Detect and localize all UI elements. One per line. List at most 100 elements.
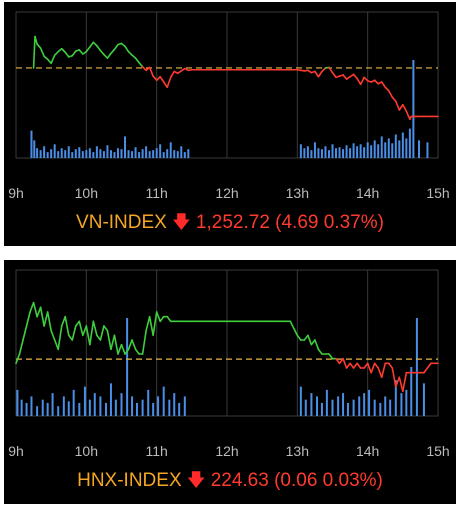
volume-bar	[368, 389, 371, 416]
price-segment	[380, 81, 387, 89]
price-segment	[92, 41, 98, 47]
volume-bar	[316, 396, 319, 416]
volume-bar	[67, 401, 70, 416]
volume-bar	[30, 130, 33, 158]
volume-bar	[78, 147, 81, 158]
price-segment	[366, 362, 372, 374]
price-segment	[78, 320, 84, 337]
volume-bar	[310, 150, 313, 158]
hnx-index-caption: HNX-INDEX 🡇 224.63 (0.06 0.03%)	[4, 468, 456, 498]
price-segment	[85, 325, 91, 346]
volume-bar	[387, 138, 390, 158]
volume-bar	[114, 399, 117, 416]
volume-bar	[183, 396, 186, 416]
volume-bar	[306, 146, 309, 158]
price-segment	[159, 75, 165, 83]
price-segment	[138, 61, 144, 68]
price-segment	[22, 325, 28, 341]
volume-bar	[81, 151, 84, 158]
price-segment	[352, 362, 358, 369]
price-segment	[103, 325, 109, 332]
price-segment	[423, 362, 432, 374]
volume-bar	[370, 145, 373, 158]
price-segment	[89, 41, 95, 48]
volume-bar	[379, 402, 382, 416]
price-segment	[166, 76, 172, 89]
price-segment	[18, 339, 24, 355]
volume-bar	[299, 386, 302, 416]
price-segment	[99, 49, 105, 56]
volume-bar	[127, 150, 130, 158]
volume-bar	[46, 402, 49, 416]
volume-bar	[120, 149, 123, 158]
volume-bar	[53, 144, 56, 158]
price-segment	[50, 329, 56, 341]
price-segment	[307, 334, 313, 346]
price-segment	[85, 46, 91, 53]
price-segment	[162, 81, 169, 89]
volume-bar	[299, 144, 302, 158]
volume-bar	[176, 151, 179, 158]
volume-bar	[72, 389, 75, 416]
volume-bar	[426, 142, 429, 158]
volume-bar	[359, 144, 362, 158]
volume-bar	[131, 151, 134, 158]
volume-bar	[405, 389, 408, 416]
volume-bar	[173, 393, 176, 416]
price-segment	[36, 306, 42, 318]
price-segment	[352, 73, 358, 80]
price-segment	[15, 353, 21, 365]
volume-bar	[166, 149, 169, 158]
price-segment	[46, 58, 52, 65]
volume-bar	[155, 148, 158, 158]
volume-bar	[168, 399, 171, 416]
price-segment	[53, 50, 60, 56]
price-segment	[148, 66, 154, 77]
x-tick-label: 13h	[286, 443, 309, 459]
price-segment	[60, 315, 67, 327]
volume-bar	[317, 148, 320, 158]
volume-bar	[92, 152, 95, 158]
price-segment	[34, 35, 38, 45]
price-segment	[124, 45, 130, 53]
volume-bar	[50, 149, 53, 158]
volume-bar	[109, 383, 112, 416]
volume-bar	[46, 152, 49, 158]
price-segment	[387, 362, 394, 369]
volume-bar	[400, 393, 403, 416]
volume-bar	[327, 150, 330, 158]
volume-bar	[363, 147, 366, 158]
x-tick-label: 10h	[75, 185, 98, 201]
volume-bar	[88, 148, 91, 158]
volume-bar	[135, 402, 138, 416]
vn-index-chart: 9h 10h 11h 12h 13h 14h 15h	[8, 11, 450, 201]
price-segment	[402, 371, 408, 393]
volume-bar	[99, 149, 102, 158]
price-segment	[25, 311, 31, 327]
price-segment	[342, 74, 348, 80]
volume-bar	[303, 148, 306, 158]
price-segment	[155, 311, 161, 323]
volume-bar	[169, 142, 172, 158]
volume-bar	[67, 146, 70, 158]
price-segment	[64, 315, 70, 337]
volume-bar	[349, 148, 352, 158]
price-segment	[394, 376, 401, 388]
volume-bar	[415, 318, 418, 416]
x-tick-label: 9h	[8, 185, 24, 201]
price-segment	[380, 362, 387, 379]
volume-bar	[320, 149, 323, 158]
price-segment	[89, 320, 95, 346]
volume-bar	[159, 144, 162, 158]
price-segment	[64, 51, 70, 58]
volume-bar	[352, 143, 355, 158]
price-segment	[314, 339, 320, 351]
price-segment	[387, 89, 394, 98]
price-segment	[377, 367, 383, 379]
volume-bar	[389, 399, 392, 416]
volume-bar	[64, 150, 67, 158]
price-segment	[356, 77, 362, 86]
price-segment	[92, 320, 98, 337]
x-tick-label: 11h	[146, 443, 168, 459]
price-segment	[398, 376, 404, 393]
